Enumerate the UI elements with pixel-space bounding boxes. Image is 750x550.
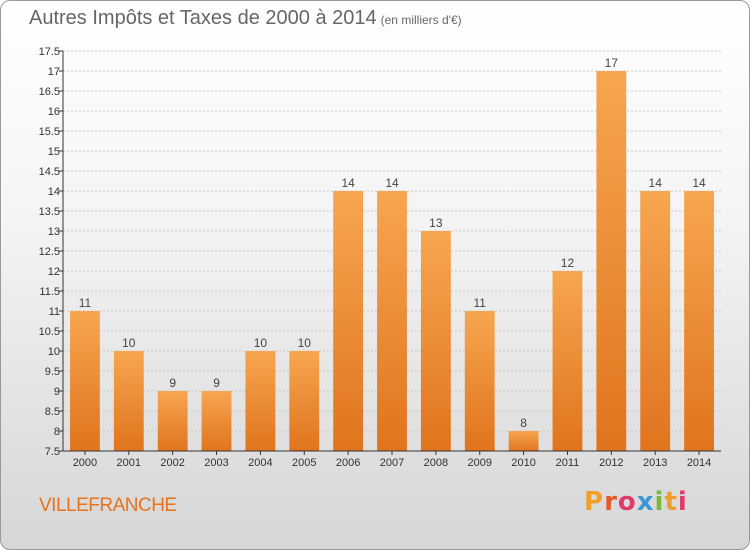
y-tick-label: 15	[48, 146, 60, 158]
data-label: 14	[385, 176, 399, 190]
bar-2006	[333, 191, 364, 451]
data-label: 9	[169, 376, 176, 390]
x-tick-label: 2009	[467, 457, 491, 469]
x-tick-label: 2014	[687, 457, 711, 469]
x-tick-label: 2002	[160, 457, 184, 469]
data-label: 14	[692, 176, 706, 190]
y-tick-label: 10	[48, 346, 60, 358]
x-tick-label: 2008	[424, 457, 448, 469]
logo-letter: t	[664, 487, 678, 517]
y-tick-label: 13.5	[39, 206, 60, 218]
proxiti-logo[interactable]: Proxiti	[584, 487, 688, 517]
bar-2009	[464, 311, 495, 451]
city-name: VILLEFRANCHE	[39, 495, 177, 516]
logo-letter: x	[636, 487, 655, 517]
bar-2007	[377, 191, 407, 451]
data-label: 8	[520, 416, 527, 430]
bar-2002	[157, 391, 188, 451]
bar-2005	[289, 351, 320, 451]
y-tick-label: 7.5	[45, 446, 60, 458]
chart-title-text: Autres Impôts et Taxes de 2000 à 2014	[29, 7, 377, 29]
y-tick-label: 12.5	[39, 246, 60, 258]
y-tick-label: 14	[48, 186, 60, 198]
data-label: 10	[298, 336, 312, 350]
logo-letter: r	[604, 487, 618, 517]
bar-2013	[640, 191, 671, 451]
chart-subtitle: (en milliers d'€)	[380, 13, 462, 27]
x-tick-label: 2012	[599, 457, 623, 469]
y-tick-label: 17.5	[39, 46, 60, 58]
bars	[70, 71, 714, 451]
chart-title: Autres Impôts et Taxes de 2000 à 2014 (en…	[29, 7, 462, 30]
logo-letter: i	[654, 487, 665, 517]
y-tick-label: 15.5	[39, 126, 60, 138]
bar-2008	[420, 231, 451, 451]
data-label: 14	[341, 176, 355, 190]
bar-2011	[552, 271, 583, 451]
x-tick-label: 2007	[380, 457, 404, 469]
data-label: 10	[254, 336, 268, 350]
y-tick-label: 16	[48, 106, 60, 118]
bar-2004	[245, 351, 276, 451]
x-tick-label: 2004	[248, 457, 272, 469]
data-label: 11	[79, 296, 92, 310]
x-tick-label: 2001	[117, 457, 141, 469]
x-tick-label: 2013	[643, 457, 667, 469]
bar-2010	[508, 431, 539, 451]
data-label: 11	[473, 296, 486, 310]
logo-letter: P	[584, 487, 605, 517]
data-label: 10	[122, 336, 136, 350]
data-label: 14	[649, 176, 663, 190]
y-tick-label: 8.5	[45, 406, 60, 418]
y-tick-label: 11.5	[39, 286, 60, 298]
y-tick-label: 13	[48, 226, 60, 238]
logo-letter: o	[617, 487, 637, 517]
y-tick-label: 14.5	[39, 166, 60, 178]
bar-2000	[70, 311, 100, 451]
axes: 7.5 8 8.5 9 9.5 10 10.5 11 11.5 12 12.5 13 13.5 14 14.…	[39, 46, 721, 469]
y-tick-label: 12	[48, 266, 60, 278]
x-tick-label: 2006	[336, 457, 360, 469]
data-label: 9	[213, 376, 220, 390]
bar-2012	[596, 71, 627, 451]
y-tick-label: 17	[48, 66, 60, 78]
y-tick-label: 10.5	[39, 326, 60, 338]
y-tick-label: 8	[54, 426, 60, 438]
x-tick-label: 2005	[292, 457, 316, 469]
logo-letter: i	[677, 487, 688, 517]
data-label: 12	[561, 256, 575, 270]
y-tick-label: 11	[49, 306, 60, 318]
data-labels: 11 10 9 9 10 10 14 14 13 11 8 12 17 14 14	[79, 56, 706, 430]
x-tick-label: 2010	[511, 457, 535, 469]
x-tick-label: 2011	[556, 457, 580, 469]
x-tick-label: 2003	[204, 457, 228, 469]
bar-2001	[113, 351, 144, 451]
x-tick-label: 2000	[73, 457, 97, 469]
y-tick-label: 16.5	[39, 86, 60, 98]
data-label: 13	[429, 216, 443, 230]
y-tick-label: 9	[54, 386, 60, 398]
y-tick-label: 9.5	[45, 366, 60, 378]
bar-2014	[684, 191, 714, 451]
data-label: 17	[605, 56, 619, 70]
bar-2003	[201, 391, 232, 451]
